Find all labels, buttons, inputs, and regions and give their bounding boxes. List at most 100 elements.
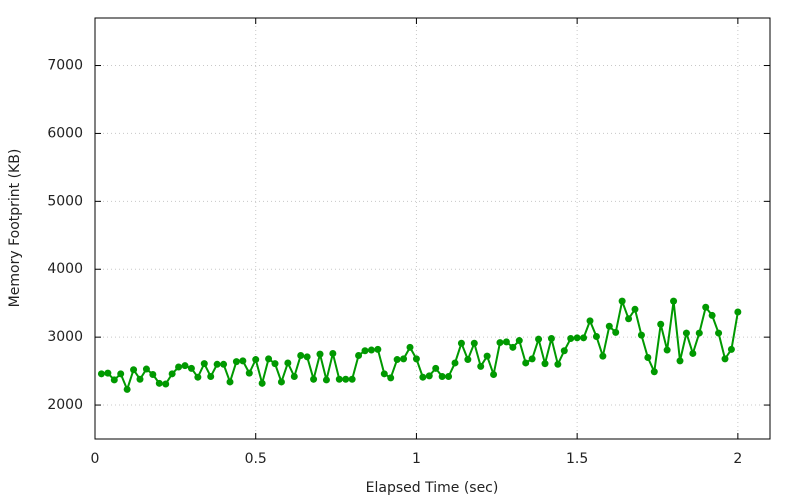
x-tick-label: 0 bbox=[91, 451, 100, 467]
data-point bbox=[406, 343, 414, 351]
data-point bbox=[676, 357, 684, 365]
data-point bbox=[682, 329, 690, 337]
data-point bbox=[618, 297, 626, 305]
data-point bbox=[580, 334, 588, 342]
data-point bbox=[245, 369, 253, 377]
data-point bbox=[213, 360, 221, 368]
y-axis-label: Memory Footprint (KB) bbox=[7, 149, 23, 308]
data-point bbox=[644, 354, 652, 362]
plot-frame bbox=[94, 17, 771, 440]
data-point bbox=[393, 356, 401, 364]
data-point bbox=[457, 339, 465, 347]
data-point bbox=[342, 375, 350, 383]
data-point bbox=[502, 338, 510, 346]
data-point bbox=[535, 335, 543, 343]
data-point bbox=[258, 379, 266, 387]
data-point bbox=[220, 360, 228, 368]
x-axis-label: Elapsed Time (sec) bbox=[366, 480, 499, 496]
data-point bbox=[110, 376, 118, 384]
data-point bbox=[97, 370, 105, 378]
data-point bbox=[104, 369, 112, 377]
data-point bbox=[200, 360, 208, 368]
data-point bbox=[637, 331, 645, 339]
data-point bbox=[432, 364, 440, 372]
data-point bbox=[695, 329, 703, 337]
data-point bbox=[181, 362, 189, 370]
data-point bbox=[560, 347, 568, 355]
data-point bbox=[194, 373, 202, 381]
data-point bbox=[136, 375, 144, 383]
data-point bbox=[303, 353, 311, 361]
data-point bbox=[734, 308, 742, 316]
x-tick-label: 1.5 bbox=[566, 451, 588, 467]
y-tick-label: 5000 bbox=[47, 193, 83, 209]
data-point bbox=[496, 339, 504, 347]
data-point bbox=[708, 311, 716, 319]
data-point bbox=[380, 370, 388, 378]
data-point bbox=[329, 349, 337, 357]
data-line bbox=[101, 297, 739, 393]
data-point bbox=[567, 335, 575, 343]
data-point bbox=[155, 379, 163, 387]
data-point bbox=[335, 375, 343, 383]
data-point bbox=[162, 380, 170, 388]
data-point bbox=[721, 355, 729, 363]
x-tick-label: 2 bbox=[733, 451, 742, 467]
data-point bbox=[592, 332, 600, 340]
data-point bbox=[123, 385, 131, 393]
data-point bbox=[657, 320, 665, 328]
data-point bbox=[650, 368, 658, 376]
data-point bbox=[271, 360, 279, 368]
data-point bbox=[715, 329, 723, 337]
data-point bbox=[310, 375, 318, 383]
data-point bbox=[670, 297, 678, 305]
data-point bbox=[232, 358, 240, 366]
data-point bbox=[451, 359, 459, 367]
y-tick-label: 6000 bbox=[47, 125, 83, 141]
data-point bbox=[689, 349, 697, 357]
data-point bbox=[284, 359, 292, 367]
data-point bbox=[541, 360, 549, 368]
data-point bbox=[117, 370, 125, 378]
data-point bbox=[361, 347, 369, 355]
data-point bbox=[374, 345, 382, 353]
data-point bbox=[252, 356, 260, 364]
data-point bbox=[464, 356, 472, 364]
data-point bbox=[277, 378, 285, 386]
data-point bbox=[612, 328, 620, 336]
data-point bbox=[445, 373, 453, 381]
x-tick-label: 0.5 bbox=[245, 451, 267, 467]
data-point bbox=[547, 335, 555, 343]
data-point bbox=[400, 355, 408, 363]
data-point bbox=[387, 374, 395, 382]
data-point bbox=[130, 366, 138, 374]
data-point bbox=[265, 355, 273, 363]
data-point bbox=[573, 334, 581, 342]
data-point bbox=[355, 351, 363, 359]
data-point bbox=[438, 373, 446, 381]
data-point bbox=[470, 339, 478, 347]
data-point bbox=[528, 355, 536, 363]
data-point bbox=[477, 362, 485, 370]
data-point bbox=[367, 346, 375, 354]
data-point bbox=[290, 373, 298, 381]
data-point bbox=[515, 337, 523, 345]
data-point bbox=[412, 355, 420, 363]
data-point bbox=[168, 370, 176, 378]
data-point bbox=[175, 363, 183, 371]
y-tick-label: 4000 bbox=[47, 261, 83, 277]
data-point bbox=[316, 350, 324, 358]
data-point bbox=[625, 315, 633, 323]
data-point bbox=[490, 370, 498, 378]
data-point bbox=[631, 305, 639, 313]
data-point bbox=[605, 322, 613, 330]
data-point bbox=[509, 343, 517, 351]
data-point bbox=[586, 317, 594, 325]
x-tick-label: 1 bbox=[412, 451, 421, 467]
data-point bbox=[348, 375, 356, 383]
data-point bbox=[702, 303, 710, 311]
data-point bbox=[207, 373, 215, 381]
data-point bbox=[142, 365, 150, 373]
data-point bbox=[599, 352, 607, 360]
data-point bbox=[522, 359, 530, 367]
